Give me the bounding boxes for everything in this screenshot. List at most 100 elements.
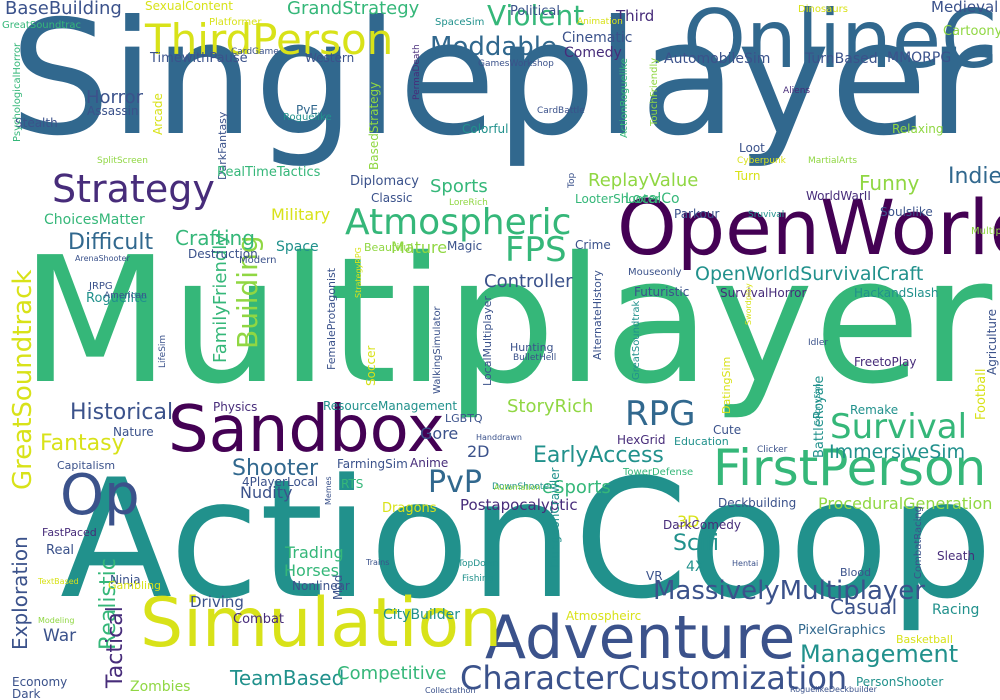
word-tag: Modern — [239, 255, 277, 266]
word-tag: Roguelite — [86, 291, 148, 306]
word-tag: TowerDefense — [623, 467, 694, 478]
word-tag: Driving — [190, 593, 244, 611]
word-tag: Platformer — [209, 17, 262, 28]
word-tag: FirstPerson — [713, 439, 987, 497]
word-tag: Memes — [324, 476, 333, 505]
word-tag: CardBattle — [537, 106, 585, 116]
word-tag: ChoicesMatter — [44, 212, 145, 228]
word-tag: Combat — [233, 612, 285, 627]
word-tag: GreatSoundtrak — [631, 300, 642, 380]
word-tag: Cartoony — [943, 24, 1000, 39]
word-tag: Economy — [12, 675, 68, 689]
word-tag: Violent — [487, 0, 585, 32]
word-tag: RPG — [625, 394, 696, 434]
word-tag: DarkComedy — [663, 518, 741, 532]
word-tag: Strategy — [52, 167, 215, 211]
word-tag: Dragons — [382, 501, 437, 516]
word-tag: Gambling — [108, 579, 162, 592]
word-tag: PvP — [428, 465, 482, 500]
word-tag: FemaleProtagonist — [325, 267, 338, 370]
word-tag: LifeSim — [158, 334, 168, 368]
word-tag: Anime — [410, 456, 449, 470]
word-tag: Ninja — [110, 573, 141, 587]
word-tag: ReplayValue — [588, 170, 699, 191]
word-tag: GreatSoundtrack — [8, 269, 38, 490]
word-tag: GamesWorkshop — [478, 59, 554, 69]
word-tag: LocalCo — [625, 191, 680, 207]
word-tag: Roguelike — [283, 112, 332, 123]
word-tag: Beautiful — [364, 241, 414, 254]
word-tag: Exploration — [8, 536, 32, 650]
word-tag: Futuristic — [634, 285, 690, 299]
word-tag: Magic — [447, 239, 483, 253]
word-tag: Destruction — [188, 247, 258, 261]
word-tag: WorldWarII — [806, 189, 871, 203]
word-tag: Real — [46, 543, 75, 558]
word-tag: SurvivalHorror — [720, 286, 807, 300]
word-tag: Political — [510, 4, 560, 19]
word-tag: Moddable — [430, 32, 558, 62]
word-tag: TextBased — [38, 577, 79, 586]
word-tag: AlternateHistory — [591, 270, 604, 360]
word-tag: MassivelyMultiplayer — [653, 576, 925, 606]
word-tag: Indie — [948, 164, 1000, 189]
word-tag: Colorful — [462, 122, 509, 136]
word-tag: War — [43, 626, 77, 646]
word-tag: Sruvival — [748, 210, 785, 220]
word-tag: Soulslike — [880, 205, 933, 219]
word-tag: ImmersiveSim — [829, 441, 966, 463]
word-tag: Sports — [430, 176, 488, 197]
word-tag: Diplomacy — [350, 174, 419, 189]
word-tag: FPS — [505, 230, 567, 270]
word-tag: TouchFriendly — [649, 57, 660, 126]
word-tag: Fantasy — [40, 431, 125, 456]
word-tag: AutomobileSim — [664, 51, 771, 67]
word-tag: Horses — [284, 561, 339, 580]
word-tag: LGBTQ — [445, 412, 483, 425]
word-tag: WalkingSimulator — [432, 306, 443, 394]
word-tag: DatingSim — [720, 356, 733, 414]
word-tag: Survival — [830, 407, 968, 447]
word-tag: Space — [276, 239, 319, 255]
word-tag: Funny — [859, 171, 920, 195]
word-tag: Military — [271, 205, 331, 224]
word-tag: 4PlayerLocal — [242, 475, 319, 489]
word-tag: StoryRich — [507, 396, 594, 417]
word-tag: EarlyAccess — [533, 443, 664, 468]
word-tag: PsychologicalHorror — [12, 42, 23, 142]
word-tag: Nonlinear — [292, 579, 350, 593]
word-tag: PixelGraphics — [798, 623, 886, 638]
word-tag: MMORPG — [887, 50, 952, 66]
word-tag: FarmingSim — [337, 457, 408, 471]
word-tag: FreetoPlay — [854, 355, 917, 369]
word-tag: PermaDeath — [412, 44, 422, 100]
word-tag: LooterShooter — [575, 192, 661, 206]
word-tag: CharacterCustomization — [460, 659, 848, 697]
word-tag: Hentai — [732, 559, 759, 568]
word-tag: Postapocalyptic — [460, 496, 578, 514]
word-tag: Horror — [86, 87, 144, 108]
word-tag: OnlineCo — [683, 0, 1000, 86]
word-tag: Blood — [840, 566, 872, 579]
word-tag: HexGrid — [617, 433, 666, 447]
word-tag: Tactical — [103, 606, 128, 688]
word-tag: Physics — [213, 400, 258, 414]
word-tag: BulletHell — [513, 353, 557, 363]
word-tag: Agriculture — [985, 309, 999, 375]
word-tag: Fishing — [462, 574, 494, 584]
word-tag: Western — [305, 51, 355, 65]
word-tag: eSports — [542, 477, 611, 498]
word-tag: Swordplay — [744, 283, 753, 325]
word-tag: Clicker — [757, 445, 788, 455]
word-tag: Animation — [577, 17, 623, 27]
word-tag: Deckbuilding — [718, 496, 797, 510]
word-tag: GreatSoundtrac — [2, 20, 81, 31]
word-tag: Stealth — [15, 116, 58, 130]
word-tag: SplitScreen — [97, 156, 148, 166]
word-tag: BasedStrategy — [367, 81, 381, 170]
word-tag: ThirdPerson — [145, 15, 394, 64]
word-tag: Comedy — [564, 45, 622, 61]
word-tag: Atmospheric — [345, 202, 572, 243]
word-tag: ActionRoguelike — [619, 58, 630, 138]
